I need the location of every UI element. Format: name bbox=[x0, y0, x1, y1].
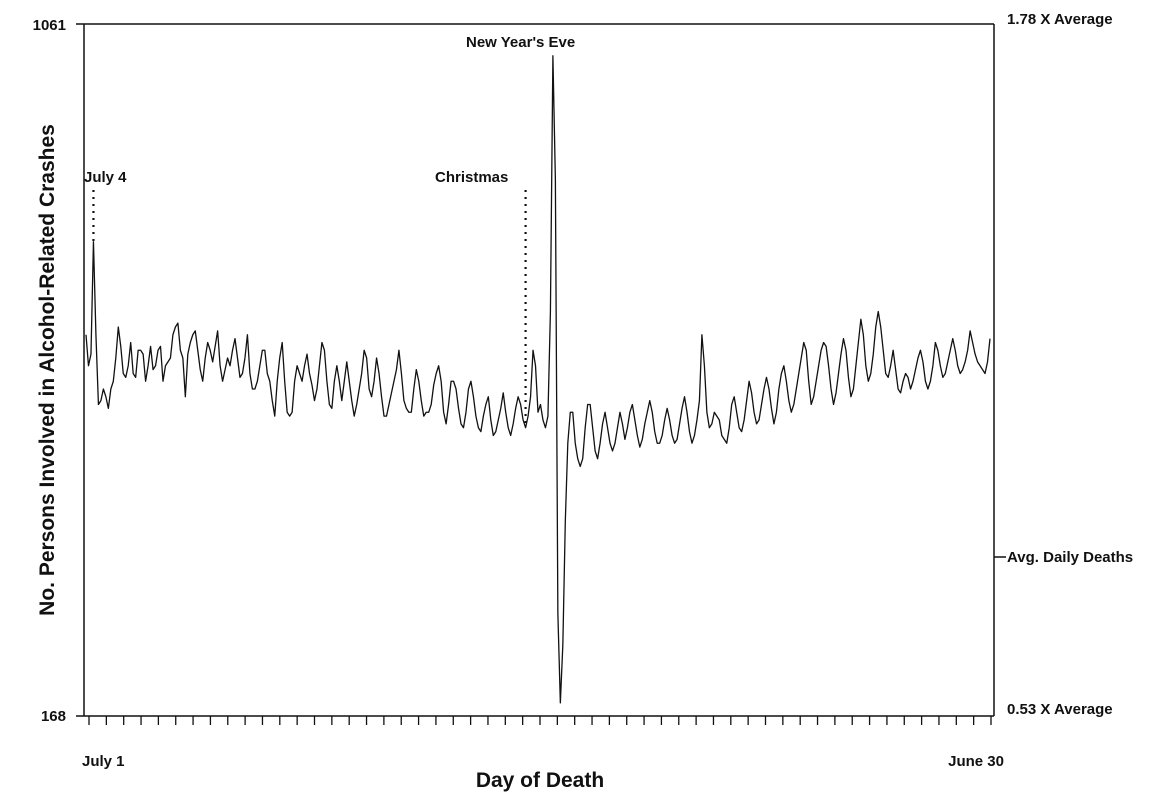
right-label-bottom: 0.53 X Average bbox=[1007, 701, 1113, 718]
annotation-july4: July 4 bbox=[84, 169, 127, 186]
axes bbox=[76, 23, 995, 717]
annotations bbox=[92, 190, 527, 428]
annotation-new-years-eve: New Year's Eve bbox=[466, 34, 575, 51]
right-label-top: 1.78 X Average bbox=[1007, 11, 1113, 28]
y-axis-label: No. Persons Involved in Alcohol-Related … bbox=[36, 124, 59, 616]
series-line bbox=[85, 55, 991, 704]
x-tick-label-start: July 1 bbox=[82, 753, 125, 770]
x-ticks bbox=[88, 716, 992, 725]
x-axis-label: Day of Death bbox=[476, 769, 604, 792]
y-tick-label-top: 1061 bbox=[33, 17, 66, 34]
y-tick-label-bottom: 168 bbox=[41, 708, 66, 725]
x-tick-label-end: June 30 bbox=[948, 753, 1004, 770]
right-label-average: Avg. Daily Deaths bbox=[1007, 549, 1133, 566]
annotation-christmas: Christmas bbox=[435, 169, 508, 186]
